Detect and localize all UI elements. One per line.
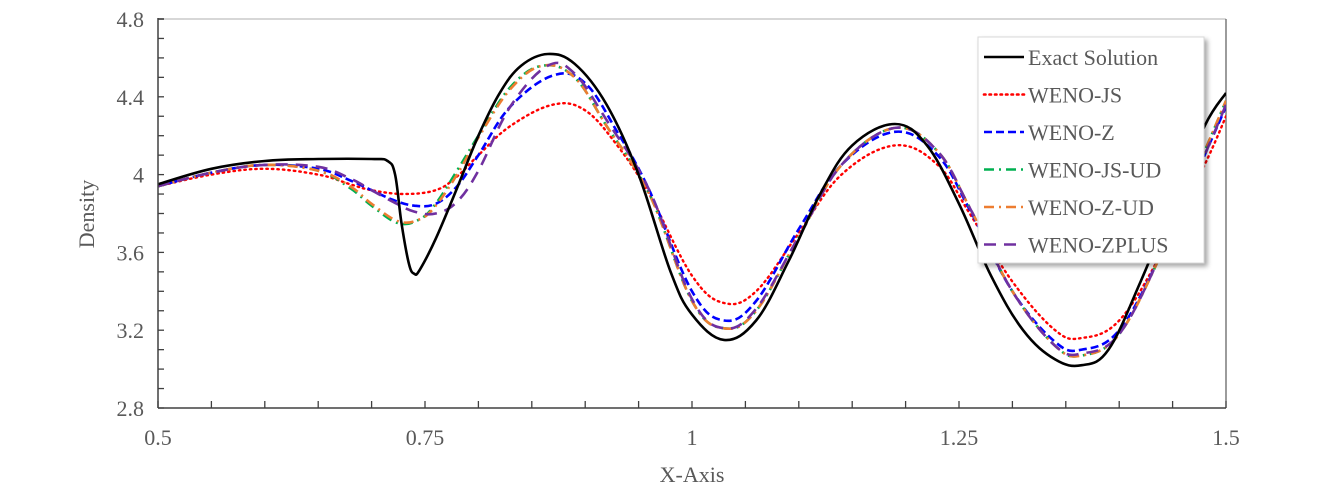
legend-item: WENO-ZPLUS	[984, 233, 1169, 258]
y-tick-label: 2.8	[117, 396, 145, 421]
legend-item: WENO-JS-UD	[984, 158, 1161, 183]
x-tick-label: 0.75	[406, 425, 445, 450]
series-weno-z	[158, 72, 1226, 353]
series-exact-solution	[158, 52, 1226, 368]
legend-label: WENO-JS-UD	[1028, 158, 1161, 183]
y-axis-title: Density	[74, 180, 99, 248]
legend-item: WENO-Z-UD	[984, 195, 1154, 220]
x-axis-title: X-Axis	[660, 462, 725, 487]
legend-item: Exact Solution	[984, 45, 1158, 70]
legend-box	[977, 36, 1205, 264]
x-tick-label: 1.25	[940, 425, 979, 450]
series-weno-zplus	[158, 61, 1226, 357]
legend-label: Exact Solution	[1028, 45, 1158, 70]
axes: 2.8 3.2 3.6 4 4.4 4.8 0.5 0.75 1 1.25 1.5	[117, 7, 1240, 450]
legend-label: WENO-JS	[1028, 83, 1122, 108]
legend-label: WENO-Z	[1028, 120, 1115, 145]
series-weno-js	[158, 102, 1226, 341]
y-tick-label: 3.6	[117, 240, 145, 265]
x-tick-label: 1.5	[1212, 425, 1240, 450]
series-layer	[158, 52, 1226, 368]
x-tick-label: 1	[687, 425, 698, 450]
plot-frame	[158, 18, 1227, 408]
legend: Exact Solution WENO-JS WENO-Z WENO-JS-UD WEN…	[977, 36, 1205, 264]
y-tick-label: 4	[133, 163, 144, 188]
y-tick-label: 3.2	[117, 318, 145, 343]
x-tick-label: 0.5	[144, 425, 172, 450]
legend-label: WENO-ZPLUS	[1028, 233, 1169, 258]
legend-item: WENO-JS	[982, 83, 1122, 108]
y-tick-label: 4.8	[117, 7, 145, 32]
legend-item: WENO-Z	[984, 120, 1115, 145]
y-tick-label: 4.4	[117, 85, 145, 110]
legend-label: WENO-Z-UD	[1028, 195, 1154, 220]
